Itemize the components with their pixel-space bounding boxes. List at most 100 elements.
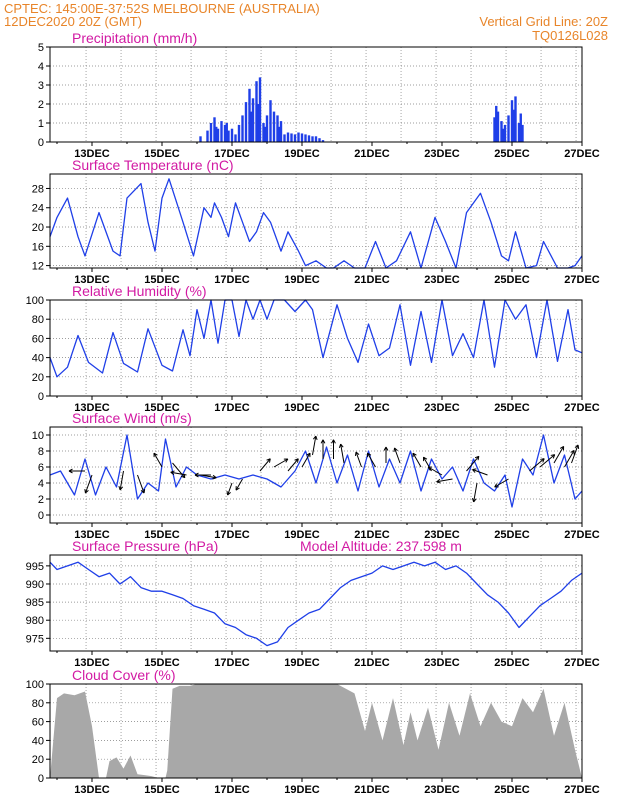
rh-line [49, 299, 583, 378]
precip-bar [250, 111, 253, 142]
wind-arrow [259, 458, 271, 472]
wind-arrow [137, 474, 146, 494]
rh-xtick-label: 21DEC [354, 402, 390, 414]
pres-title: Surface Pressure (hPa) [72, 538, 218, 554]
temp-title: Surface Temperature (nC) [72, 157, 234, 173]
precip-bar [276, 115, 279, 142]
wind-arrow [571, 444, 580, 464]
precip-bar [318, 138, 321, 142]
precip-bar [279, 121, 283, 142]
precip-bar [493, 117, 496, 142]
precip-bar [272, 111, 276, 142]
wind-arrow [320, 439, 326, 459]
cloud-xtick-label: 19DEC [284, 784, 320, 796]
wind-arrow [301, 452, 311, 468]
precip-xtick-label: 17DEC [214, 148, 250, 160]
precip-bar [230, 128, 234, 142]
precip-bar [264, 126, 267, 142]
temp-ytick-label: 16 [32, 241, 44, 253]
cloud-xtick-label: 15DEC [144, 784, 180, 796]
precip-ytick-label: 0 [38, 137, 44, 149]
rh-xtick-label: 17DEC [214, 402, 250, 414]
precip-bar [519, 113, 522, 142]
cloud-ytick-label: 40 [32, 735, 44, 747]
wind-arrow [235, 478, 243, 491]
temp-ytick-label: 12 [32, 261, 44, 273]
precip-bar [286, 132, 290, 142]
wind-arrow [287, 458, 299, 472]
cloud-xtick-label: 27DEC [564, 784, 600, 796]
rh-ytick-label: 100 [26, 295, 44, 307]
wind-xtick-label: 19DEC [284, 529, 320, 541]
pres-ytick-label: 980 [26, 615, 44, 627]
wind-arrow [367, 452, 376, 468]
rh-ytick-label: 40 [32, 353, 44, 365]
pres-xtick-label: 25DEC [494, 657, 530, 669]
precip-bar [321, 140, 325, 142]
temp-ytick-label: 24 [32, 203, 44, 215]
wind-arrow [68, 468, 85, 474]
precip-xtick-label: 23DEC [424, 148, 460, 160]
precip-bar [495, 105, 498, 142]
wind-arrow [226, 482, 233, 496]
cloud-ytick-label: 0 [38, 773, 44, 785]
temp-xtick-label: 17DEC [214, 274, 250, 286]
wind-arrow [553, 445, 565, 464]
precip-bar [206, 130, 209, 142]
wind-arrow [472, 468, 488, 476]
precip-ytick-label: 3 [38, 80, 44, 92]
pres-ytick-label: 975 [26, 633, 44, 645]
pres-xtick-label: 19DEC [284, 657, 320, 669]
cloud-xtick-label: 13DEC [74, 784, 110, 796]
precip-bar [269, 100, 272, 142]
cloud-xtick-label: 25DEC [494, 784, 530, 796]
precip-frame [49, 46, 583, 143]
wind-arrow [331, 439, 336, 459]
temp-line [49, 178, 583, 269]
wind-arrow [354, 451, 362, 468]
pres-xtick-label: 15DEC [144, 657, 180, 669]
precip-title: Precipitation (mm/h) [72, 30, 197, 46]
cloud-ytick-label: 100 [26, 679, 44, 691]
wind-xtick-label: 13DEC [74, 529, 110, 541]
precip-bar [521, 124, 524, 142]
rh-ytick-label: 20 [32, 372, 44, 384]
precip-bar [500, 121, 503, 142]
precip-bar [512, 109, 515, 142]
precip-bar [248, 88, 251, 142]
wind-arrow [466, 455, 480, 472]
wind-arrow [312, 435, 318, 456]
cloud-xtick-label: 21DEC [354, 784, 390, 796]
pres-xtick-label: 13DEC [74, 657, 110, 669]
header: CPTEC: 145:00E-37:52S MELBOURNE (AUSTRAL… [4, 1, 608, 43]
precip-bar [503, 124, 507, 142]
wind-xtick-label: 27DEC [564, 529, 600, 541]
pres-line [49, 561, 583, 647]
temp-xtick-label: 25DEC [494, 274, 530, 286]
temp-panel: Surface Temperature (nC) 12 16 20 24 28 13DEC 1… [32, 157, 600, 286]
rh-ytick-label: 0 [38, 391, 44, 403]
wind-arrow [393, 447, 401, 464]
precip-ytick-label: 1 [38, 118, 44, 130]
cloud-ytick-label: 80 [32, 698, 44, 710]
precip-bar [215, 126, 218, 142]
pres-annotation: Model Altitude: 237.598 m [300, 538, 462, 554]
rh-title: Relative Humidity (%) [72, 283, 207, 299]
precip-bar [257, 104, 260, 142]
wind-xtick-label: 21DEC [354, 529, 390, 541]
wind-arrow [494, 478, 509, 488]
wind-arrow [153, 452, 163, 468]
pres-panel: Surface Pressure (hPa) Model Altitude: 23… [26, 538, 600, 669]
precip-bar [199, 136, 202, 142]
pres-ytick-label: 990 [26, 579, 44, 591]
precip-xtick-label: 19DEC [284, 148, 320, 160]
rh-frame [49, 299, 583, 397]
wind-arrow [436, 478, 453, 484]
precip-bar [265, 115, 269, 142]
precip-bar [510, 100, 514, 142]
cloud-xtick-label: 23DEC [424, 784, 460, 796]
precip-bar [216, 128, 220, 142]
precip-bar [507, 115, 510, 142]
cloud-area [50, 684, 582, 778]
